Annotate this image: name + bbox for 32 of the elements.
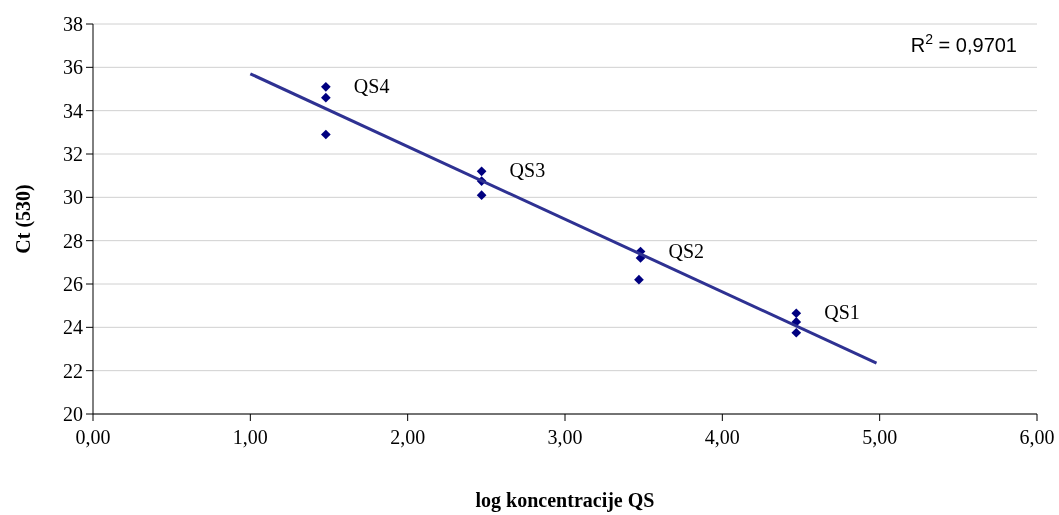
y-tick-label: 36	[63, 56, 83, 79]
point	[321, 81, 331, 92]
y-tick-label: 20	[63, 403, 83, 425]
x-axis-title: log koncentracije QS	[475, 489, 655, 512]
point	[476, 190, 487, 201]
point	[321, 129, 331, 140]
x-tick-label: 0,00	[75, 426, 111, 448]
y-tick-label: 32	[63, 143, 83, 165]
x-tick-label: 5,00	[862, 426, 898, 448]
y-tick-label: 34	[63, 99, 83, 122]
point	[791, 308, 802, 319]
point	[791, 327, 802, 338]
y-tick-label: 26	[63, 273, 83, 295]
x-tick-label: 6,00	[1019, 426, 1055, 448]
y-tick-label: 24	[63, 316, 83, 339]
y-tick-label: 22	[63, 359, 83, 382]
y-tick-label: 30	[63, 186, 83, 209]
point	[476, 166, 487, 177]
x-tick-label: 3,00	[547, 426, 583, 448]
y-tick-label: 38	[63, 13, 83, 35]
annotation: QS3	[509, 159, 546, 182]
annotation: QS4	[353, 74, 390, 97]
x-tick-label: 2,00	[390, 426, 426, 448]
x-tick-label: 1,00	[232, 426, 268, 448]
point	[634, 274, 644, 285]
annotation: QS1	[824, 301, 860, 324]
annotation: QS2	[668, 239, 705, 262]
y-axis-title: Ct (530)	[12, 184, 35, 254]
point	[321, 92, 331, 103]
y-tick-label: 28	[63, 229, 83, 252]
annotation: R$^{2}$ = 0,9701	[910, 31, 1017, 56]
x-tick-label: 4,00	[704, 426, 740, 448]
